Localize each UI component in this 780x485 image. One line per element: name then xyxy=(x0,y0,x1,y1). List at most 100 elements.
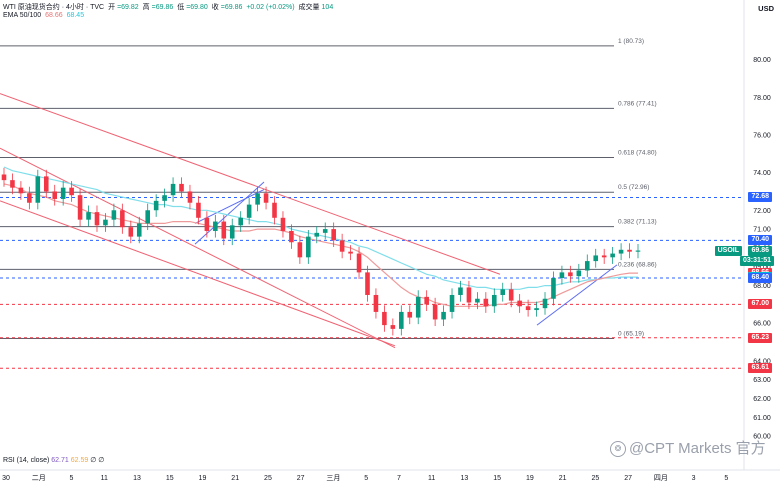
x-tick-label: 11 xyxy=(428,475,435,482)
channel-lower-line xyxy=(0,200,396,347)
x-tick-label: 5 xyxy=(364,475,368,482)
candle-body xyxy=(475,298,480,303)
channel-middle-line xyxy=(0,147,396,349)
candle-body xyxy=(407,311,413,318)
fib-level-label: 0.786 (77.41) xyxy=(618,100,657,107)
y-tick-label: 62.00 xyxy=(753,396,771,403)
x-tick-label: 27 xyxy=(297,475,305,482)
ema100-line xyxy=(3,166,638,290)
candle-body xyxy=(229,225,235,239)
x-tick-label: 13 xyxy=(461,475,469,482)
y-tick-label: 71.00 xyxy=(753,227,771,234)
volume-label: 成交量 xyxy=(298,4,320,11)
candle-body xyxy=(618,249,624,254)
candle-body xyxy=(94,212,100,226)
ema50-value: 68.66 xyxy=(45,12,63,19)
candle-body xyxy=(365,272,370,295)
x-tick-label: 21 xyxy=(559,475,567,482)
trend-line xyxy=(194,181,265,245)
candle-body xyxy=(314,232,320,237)
y-tick-label: 61.00 xyxy=(753,415,771,422)
candle-body xyxy=(635,250,641,252)
candle-body xyxy=(322,229,328,233)
candle-body xyxy=(27,193,32,203)
candle-body xyxy=(289,230,294,243)
watermark-text: @CPT Markets 官方 xyxy=(629,440,766,457)
symbol-title[interactable]: WTI 原油现货合约 · 4小时 · TVC xyxy=(3,4,105,11)
x-tick-label: 13 xyxy=(133,475,141,482)
x-tick-label: 15 xyxy=(493,475,501,482)
x-tick-label: 27 xyxy=(624,475,632,482)
candle-body xyxy=(77,195,83,220)
x-tick-label: 三月 xyxy=(326,474,340,482)
candle-body xyxy=(103,219,108,226)
price-tag: USOIL xyxy=(714,245,742,256)
watermark: ❂ @CPT Markets 官方 xyxy=(610,437,766,458)
chart-header: WTI 原油现货合约 · 4小时 · TVC 开 =69.82 高 =69.86 低… xyxy=(3,2,335,12)
candle-body xyxy=(627,249,632,252)
price-tag: 65.23 xyxy=(748,332,772,343)
candle-body xyxy=(10,180,15,188)
candle-body xyxy=(280,217,286,231)
candle-body xyxy=(297,242,303,258)
candle-body xyxy=(576,270,582,277)
rsi-legend[interactable]: RSI (14, close) 62.71 62.59 ∅ ∅ xyxy=(3,456,104,464)
candle-body xyxy=(491,294,497,307)
candle-body xyxy=(238,217,243,226)
price-tag: 69.86 xyxy=(748,245,772,256)
price-tag: 67.00 xyxy=(748,299,772,310)
candle-body xyxy=(551,278,556,299)
y-tick-label: 60.00 xyxy=(753,434,771,441)
candle-body xyxy=(339,240,345,252)
candle-body xyxy=(390,325,396,329)
candle-body xyxy=(534,308,539,311)
candle-body xyxy=(128,227,134,237)
currency-label[interactable]: USD xyxy=(758,4,774,13)
y-tick-label: 66.00 xyxy=(753,321,771,328)
candle-body xyxy=(170,183,176,196)
candle-body xyxy=(136,223,142,237)
ema-label: EMA 50/100 xyxy=(3,12,42,19)
candle-body xyxy=(86,212,91,220)
candle-body xyxy=(356,253,362,273)
brand-logo-icon: ❂ xyxy=(610,441,626,458)
candle-body xyxy=(373,294,379,312)
rsi-label: RSI (14, close) xyxy=(3,457,50,464)
candle-body xyxy=(441,311,446,320)
candle-body xyxy=(584,261,590,271)
price-tag: 63.61 xyxy=(748,363,772,374)
volume-value: 104 xyxy=(321,4,334,11)
ohlc-high: =69.86 xyxy=(151,4,174,11)
rsi-empty-2: ∅ xyxy=(98,457,105,464)
ohlc-low: =69.80 xyxy=(186,4,208,11)
rsi-value-2: 62.59 xyxy=(70,457,89,464)
fib-level-label: 1 (80.73) xyxy=(618,38,644,45)
candle-body xyxy=(111,210,117,220)
candle-body xyxy=(601,255,607,258)
candle-body xyxy=(153,200,159,211)
candle-body xyxy=(415,296,421,318)
candle-body xyxy=(263,193,269,203)
y-tick-label: 69.00 xyxy=(753,264,771,271)
price-tag: 03:31:51 xyxy=(739,256,774,267)
candle-body xyxy=(525,306,531,311)
rsi-empty-1: ∅ xyxy=(90,457,97,464)
candle-body xyxy=(559,272,565,279)
fib-level-label: 0.382 (71.13) xyxy=(618,219,657,226)
price-tag: 68.40 xyxy=(748,273,772,284)
x-tick-label: 25 xyxy=(591,475,599,482)
candle-body xyxy=(221,221,227,239)
candle-body xyxy=(517,300,522,307)
ema-legend[interactable]: EMA 50/100 68.66 68.45 xyxy=(3,12,86,19)
y-tick-label: 78.00 xyxy=(753,95,771,102)
candle-body xyxy=(246,204,252,218)
candle-body xyxy=(348,251,353,254)
x-tick-label: 21 xyxy=(231,475,239,482)
candle-body xyxy=(255,193,260,205)
x-tick-label: 19 xyxy=(526,475,534,482)
candle-body xyxy=(483,298,489,307)
candle-body xyxy=(610,253,615,258)
x-tick-label: 7 xyxy=(397,475,401,482)
candle-body xyxy=(568,272,573,277)
